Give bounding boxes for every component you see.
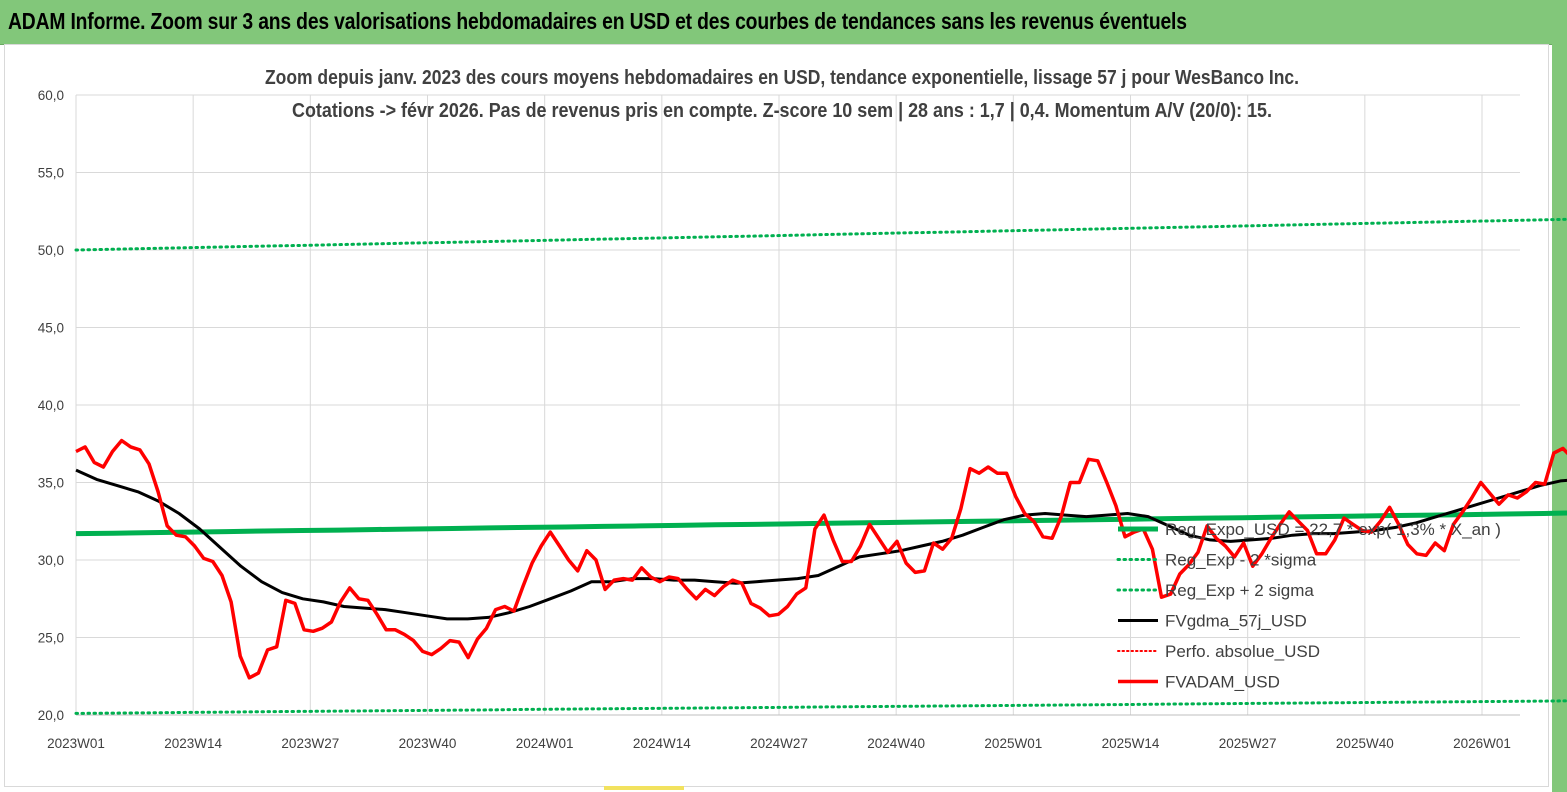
y-tick-label: 55,0 bbox=[38, 166, 64, 181]
x-tick-label: 2025W14 bbox=[1102, 736, 1160, 751]
x-tick-label: 2025W01 bbox=[984, 736, 1042, 751]
x-tick-label: 2024W27 bbox=[750, 736, 808, 751]
x-axis-ticks: 2023W01 2023W14 2023W27 2023W40 2024W01 2024W… bbox=[47, 736, 1511, 751]
y-tick-label: 25,0 bbox=[38, 631, 64, 646]
y-tick-label: 45,0 bbox=[38, 321, 64, 336]
x-tick-label: 2023W01 bbox=[47, 736, 105, 751]
y-axis-ticks: 20,0 25,0 30,0 35,0 40,0 45,0 50,0 55,0 60,0 bbox=[38, 88, 64, 723]
x-tick-label: 2023W40 bbox=[399, 736, 457, 751]
series-line-1 bbox=[74, 699, 1567, 715]
x-tick-label: 2023W14 bbox=[164, 736, 222, 751]
legend-label: FVADAM_USD bbox=[1165, 673, 1280, 692]
side-accent-bar bbox=[1552, 44, 1567, 792]
bottom-accent-mark bbox=[604, 786, 684, 790]
chart-area bbox=[4, 44, 1549, 787]
x-tick-label: 2023W27 bbox=[281, 736, 339, 751]
y-tick-label: 30,0 bbox=[38, 553, 64, 568]
x-tick-label: 2024W14 bbox=[633, 736, 691, 751]
horizontal-gridlines bbox=[76, 94, 1520, 638]
x-tick-label: 2025W27 bbox=[1219, 736, 1277, 751]
y-tick-label: 20,0 bbox=[38, 708, 64, 723]
series-line-3 bbox=[75, 468, 1567, 621]
series-line-2 bbox=[74, 217, 1567, 252]
x-tick-label: 2024W40 bbox=[867, 736, 925, 751]
report-title: ADAM Informe. Zoom sur 3 ans des valoris… bbox=[8, 8, 1187, 34]
x-tick-label: 2025W40 bbox=[1336, 736, 1394, 751]
legend-label: Reg_Expo_USD = 22,7 * exp( 1,3% * X_an ) bbox=[1165, 520, 1501, 539]
series-layer bbox=[74, 217, 1567, 715]
legend-label: Reg_Exp - 2 *sigma bbox=[1165, 551, 1317, 570]
chart-subtitle: Cotations -> févr 2026. Pas de revenus p… bbox=[292, 100, 1272, 122]
series-line-5 bbox=[75, 438, 1567, 680]
y-tick-label: 50,0 bbox=[38, 243, 64, 258]
x-tick-label: 2026W01 bbox=[1453, 736, 1511, 751]
legend-label: FVgdma_57j_USD bbox=[1165, 612, 1307, 631]
y-tick-label: 35,0 bbox=[38, 476, 64, 491]
chart-title: Zoom depuis janv. 2023 des cours moyens … bbox=[265, 67, 1299, 89]
report-banner: ADAM Informe. Zoom sur 3 ans des valoris… bbox=[0, 0, 1567, 45]
x-tick-label: 2024W01 bbox=[516, 736, 574, 751]
legend-label: Perfo. absolue_USD bbox=[1165, 642, 1320, 661]
y-tick-label: 60,0 bbox=[38, 88, 64, 103]
legend: Reg_Expo_USD = 22,7 * exp( 1,3% * X_an )… bbox=[1116, 520, 1501, 692]
legend-label: Reg_Exp + 2 sigma bbox=[1165, 581, 1314, 600]
y-tick-label: 40,0 bbox=[38, 398, 64, 413]
